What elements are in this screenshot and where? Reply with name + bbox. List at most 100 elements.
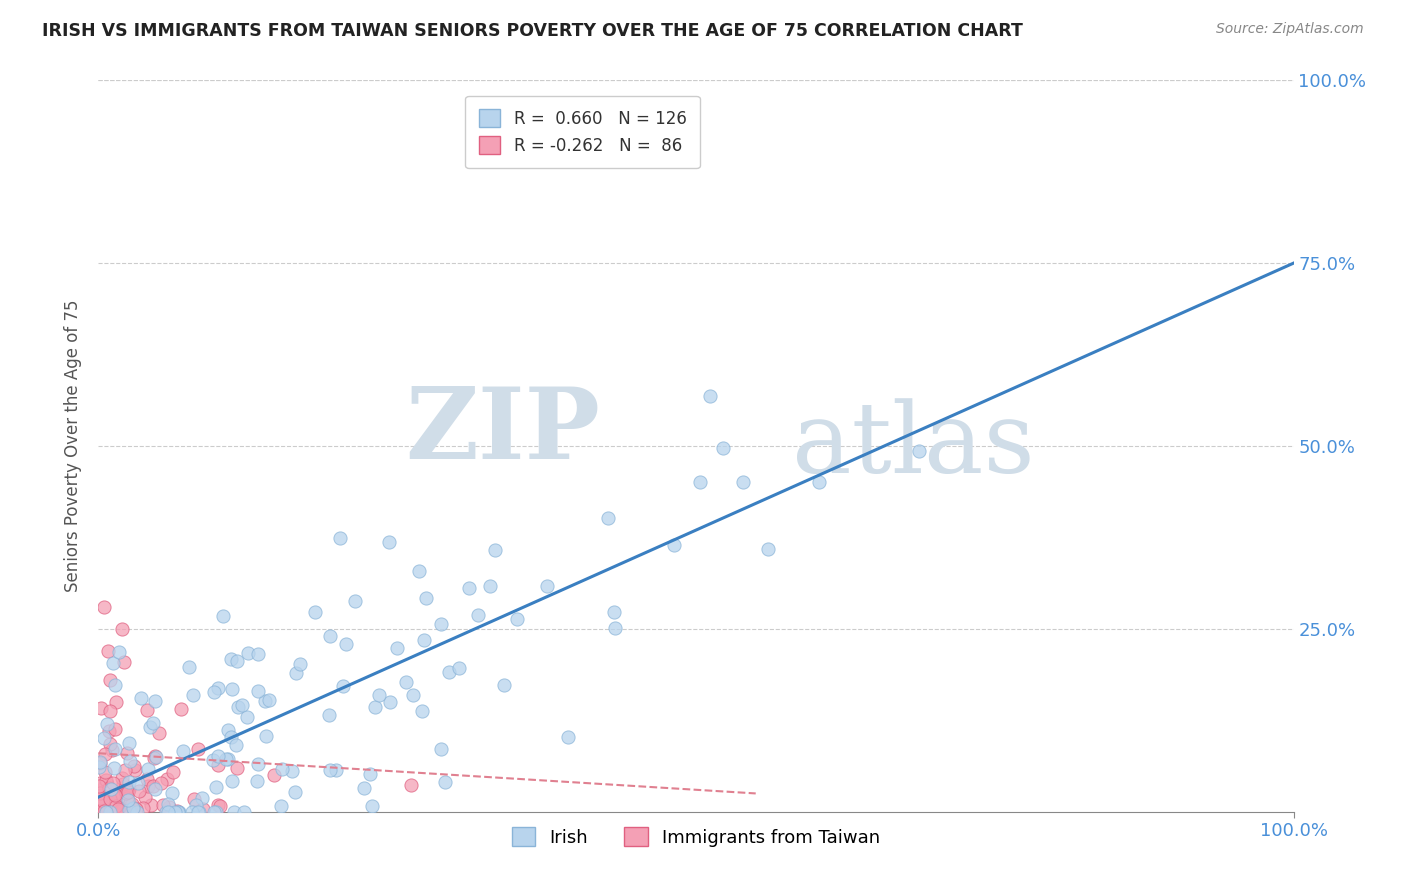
Point bbox=[93, 801, 115, 815]
Point bbox=[202, 753, 225, 767]
Point bbox=[112, 777, 135, 791]
Point bbox=[149, 776, 172, 790]
Point bbox=[160, 786, 183, 800]
Point bbox=[125, 802, 148, 816]
Point bbox=[135, 703, 157, 717]
Point bbox=[89, 755, 111, 769]
Point bbox=[110, 800, 132, 814]
Point bbox=[100, 781, 122, 796]
Point bbox=[115, 790, 138, 805]
Point bbox=[118, 735, 141, 749]
Point bbox=[221, 681, 243, 696]
Point bbox=[395, 674, 418, 689]
Point bbox=[399, 778, 422, 792]
Point bbox=[359, 767, 381, 781]
Point bbox=[711, 442, 734, 456]
Point bbox=[98, 673, 122, 687]
Point bbox=[217, 752, 239, 766]
Point bbox=[187, 805, 209, 819]
Point bbox=[263, 768, 285, 782]
Point bbox=[226, 654, 249, 668]
Point bbox=[207, 681, 229, 695]
Point bbox=[91, 794, 114, 808]
Point bbox=[280, 764, 302, 778]
Point bbox=[908, 444, 931, 458]
Point bbox=[467, 607, 489, 622]
Point bbox=[246, 647, 269, 661]
Point bbox=[270, 799, 292, 814]
Point bbox=[343, 594, 366, 608]
Point bbox=[204, 780, 226, 794]
Point bbox=[105, 695, 128, 709]
Point bbox=[120, 754, 142, 768]
Point bbox=[143, 694, 166, 708]
Point bbox=[226, 700, 249, 714]
Point bbox=[208, 798, 231, 813]
Point bbox=[190, 791, 212, 805]
Point bbox=[98, 792, 121, 806]
Point bbox=[411, 705, 433, 719]
Point bbox=[325, 763, 347, 777]
Point bbox=[169, 805, 191, 819]
Point bbox=[143, 749, 166, 764]
Point bbox=[139, 797, 162, 812]
Point bbox=[94, 772, 117, 787]
Point bbox=[335, 637, 357, 651]
Point bbox=[232, 805, 254, 819]
Point bbox=[484, 542, 506, 557]
Point bbox=[111, 771, 134, 785]
Point bbox=[103, 775, 125, 789]
Legend: Irish, Immigrants from Taiwan: Irish, Immigrants from Taiwan bbox=[505, 820, 887, 854]
Point bbox=[118, 774, 141, 789]
Point bbox=[221, 773, 243, 788]
Point bbox=[98, 724, 121, 739]
Point bbox=[191, 802, 214, 816]
Point bbox=[364, 700, 387, 714]
Point bbox=[478, 579, 501, 593]
Point bbox=[87, 779, 110, 793]
Point bbox=[385, 641, 408, 656]
Point bbox=[129, 691, 152, 706]
Point bbox=[236, 710, 259, 724]
Point bbox=[93, 780, 115, 794]
Text: Source: ZipAtlas.com: Source: ZipAtlas.com bbox=[1216, 22, 1364, 37]
Point bbox=[118, 803, 141, 817]
Point bbox=[124, 763, 146, 777]
Point bbox=[115, 747, 138, 761]
Point bbox=[145, 750, 167, 764]
Point bbox=[104, 722, 127, 736]
Point bbox=[367, 688, 389, 702]
Point bbox=[90, 800, 112, 814]
Point bbox=[110, 803, 132, 817]
Point bbox=[136, 772, 159, 786]
Point bbox=[104, 799, 127, 814]
Point bbox=[271, 762, 294, 776]
Point bbox=[207, 758, 229, 772]
Point bbox=[136, 779, 159, 793]
Point bbox=[108, 801, 131, 815]
Point bbox=[91, 788, 114, 802]
Point bbox=[808, 475, 831, 489]
Point bbox=[117, 783, 139, 797]
Point bbox=[318, 707, 340, 722]
Text: ZIP: ZIP bbox=[405, 383, 600, 480]
Point bbox=[131, 801, 153, 815]
Point bbox=[211, 609, 233, 624]
Point bbox=[104, 784, 127, 798]
Point bbox=[605, 621, 627, 635]
Point bbox=[402, 688, 425, 702]
Point bbox=[89, 776, 111, 790]
Point bbox=[202, 805, 225, 819]
Point bbox=[318, 629, 340, 643]
Point bbox=[90, 701, 112, 715]
Point bbox=[430, 617, 453, 632]
Point bbox=[253, 694, 276, 708]
Point bbox=[689, 475, 711, 489]
Point bbox=[353, 780, 375, 795]
Point bbox=[177, 660, 200, 674]
Point bbox=[98, 738, 121, 752]
Point bbox=[142, 751, 165, 765]
Point bbox=[112, 802, 135, 816]
Point bbox=[156, 797, 179, 811]
Point bbox=[183, 689, 205, 703]
